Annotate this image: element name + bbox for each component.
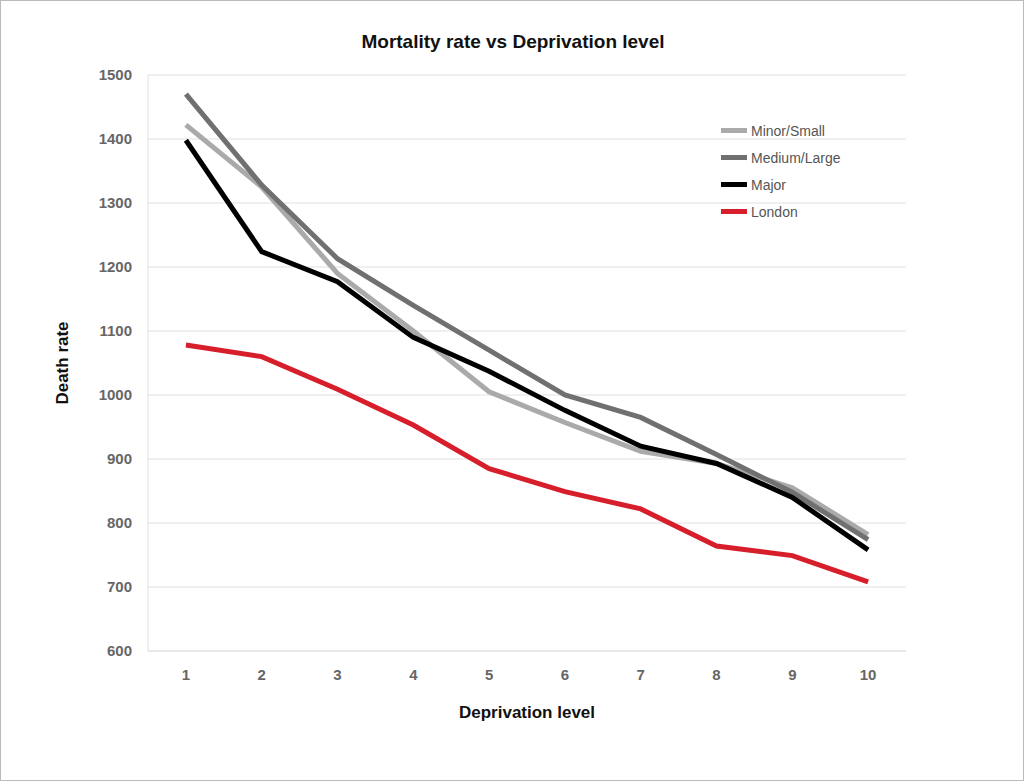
html-text:Death rate: Death rate [53,321,72,405]
svg-text:9: 9 [788,666,796,683]
html-text:Minor/Small: Minor/Small [751,122,825,139]
html-text:Major: Major [751,176,786,193]
svg-text:1500: 1500 [99,66,132,83]
svg-text:1100: 1100 [99,322,132,339]
svg-text:1400: 1400 [99,130,132,147]
html-text:Mortality rate vs Deprivation: Mortality rate vs Deprivation level [361,31,665,52]
svg-text:900: 900 [107,450,132,467]
svg-text:1300: 1300 [99,194,132,211]
svg-text:5: 5 [485,666,493,683]
svg-text:800: 800 [107,514,132,531]
svg-text:1200: 1200 [99,258,132,275]
html-text:Deprivation level: Deprivation level [459,703,595,722]
svg-text:10: 10 [860,666,877,683]
svg-text:4: 4 [409,666,418,683]
svg-text:600: 600 [107,642,132,659]
svg-text:700: 700 [107,578,132,595]
svg-text:3: 3 [333,666,341,683]
html-text:London: London [751,203,798,220]
svg-text:1: 1 [182,666,190,683]
svg-text:6: 6 [561,666,569,683]
svg-text:2: 2 [258,666,266,683]
html-text:Medium/Large: Medium/Large [751,149,841,166]
svg-text:7: 7 [637,666,645,683]
svg-text:1000: 1000 [99,386,132,403]
svg-text:8: 8 [712,666,720,683]
